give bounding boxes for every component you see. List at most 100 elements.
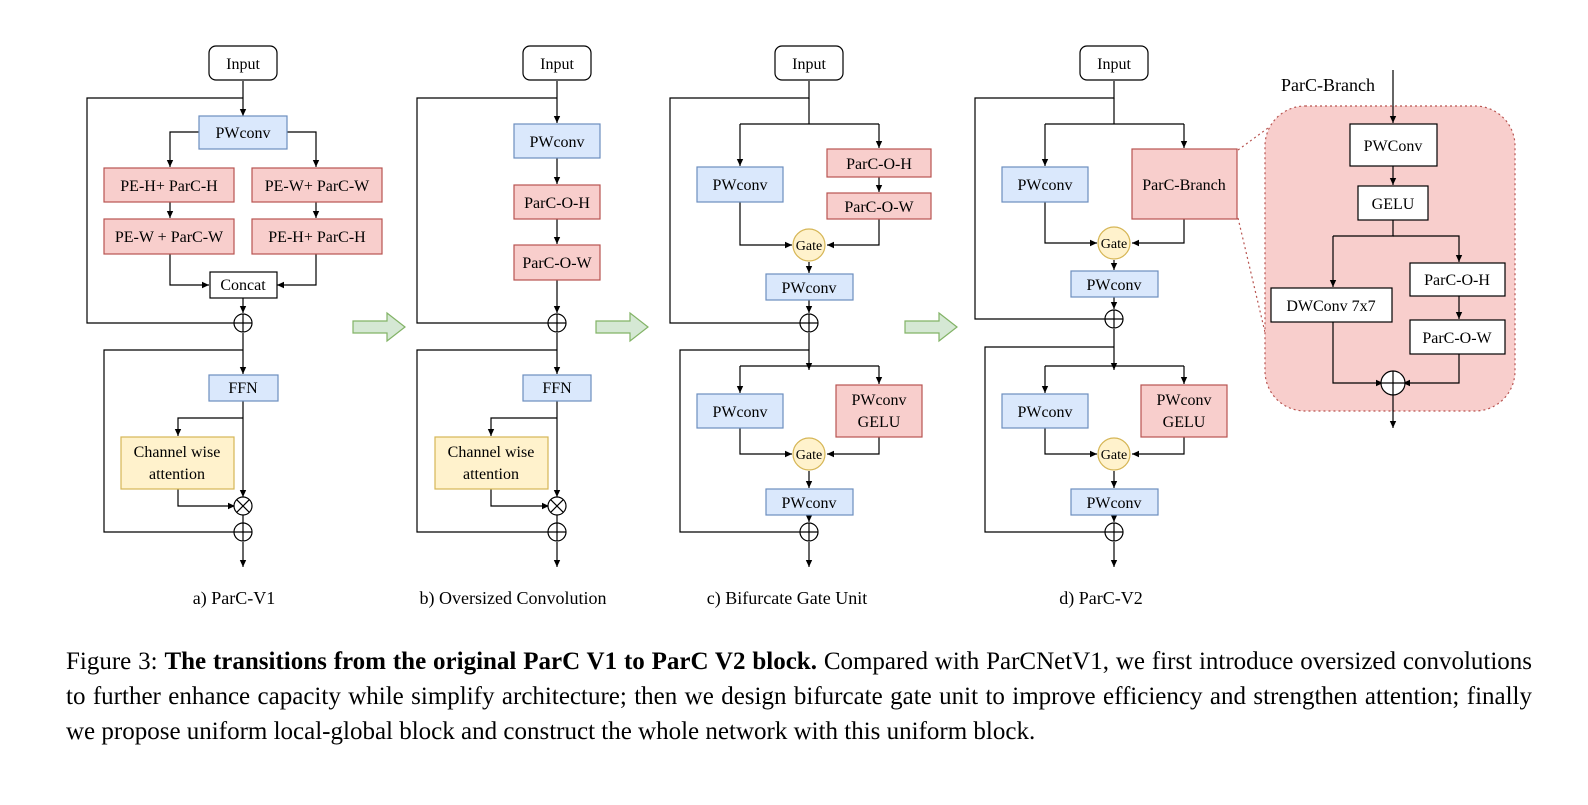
dwconv-box: DWConv 7x7: [1270, 287, 1393, 323]
svg-text:PE-H+ ParC-H: PE-H+ ParC-H: [268, 229, 366, 246]
svg-text:Gate: Gate: [796, 448, 822, 463]
panel-parc-v2: Input PWconv ParC-Branch Gate PWconv PWc…: [974, 45, 1238, 609]
svg-text:Input: Input: [540, 56, 574, 73]
pe-w-parc-w-box-2: PE-W + ParC-W: [103, 218, 235, 255]
pwconv-gelu-box: PWconv GELU: [1140, 384, 1228, 438]
pwconv-box: PWconv: [1001, 393, 1089, 429]
svg-text:Gate: Gate: [1101, 448, 1127, 463]
pe-h-parc-h-box: PE-H+ ParC-H: [103, 167, 235, 203]
svg-text:PWconv: PWconv: [781, 495, 836, 512]
svg-text:ParC-O-W: ParC-O-W: [844, 199, 914, 216]
svg-text:GELU: GELU: [1372, 196, 1415, 213]
parc-o-h-box: ParC-O-H: [1409, 262, 1506, 297]
add-node-icon: [233, 522, 253, 542]
svg-text:PWConv: PWConv: [1364, 138, 1423, 155]
svg-text:Gate: Gate: [1101, 237, 1127, 252]
svg-text:Gate: Gate: [796, 239, 822, 254]
channel-attention-box: Channel wise attention: [434, 436, 549, 490]
svg-text:PWconv: PWconv: [215, 125, 270, 142]
pwconv-box: PWconv: [1001, 166, 1089, 203]
svg-text:FFN: FFN: [542, 380, 572, 397]
svg-text:PWconv: PWconv: [851, 392, 906, 409]
multiply-node-icon: [547, 496, 567, 516]
parc-o-w-box: ParC-O-W: [1409, 319, 1506, 355]
pwconv-box: PWconv: [1070, 270, 1159, 298]
svg-text:PWconv: PWconv: [1086, 277, 1141, 294]
svg-text:ParC-O-H: ParC-O-H: [846, 156, 912, 173]
transition-arrow-icon: [595, 311, 649, 343]
svg-text:DWConv 7x7: DWConv 7x7: [1286, 298, 1375, 315]
pwconv-box: PWconv: [696, 166, 784, 203]
svg-text:Concat: Concat: [220, 277, 266, 294]
figure-caption: Figure 3: The transitions from the origi…: [66, 644, 1532, 749]
pwconv-box: PWconv: [696, 393, 784, 429]
svg-text:attention: attention: [463, 466, 519, 483]
svg-text:PE-H+ ParC-H: PE-H+ ParC-H: [120, 178, 218, 195]
parc-branch-box: ParC-Branch: [1131, 148, 1238, 220]
parc-branch-detail: ParC-Branch PWConv GELU DWConv 7x7 ParC-…: [1237, 70, 1516, 428]
add-node-icon: [547, 522, 567, 542]
svg-text:Input: Input: [792, 56, 826, 73]
caption-prefix: Figure 3:: [66, 648, 158, 675]
svg-text:ParC-O-W: ParC-O-W: [1422, 330, 1492, 347]
svg-text:PWconv: PWconv: [712, 177, 767, 194]
input-box: Input: [774, 45, 844, 81]
pwconv-box: PWconv: [198, 115, 288, 150]
svg-text:PWconv: PWconv: [712, 404, 767, 421]
svg-text:Input: Input: [226, 56, 260, 73]
gate-node: Gate: [1097, 437, 1131, 471]
add-node-icon: [233, 313, 253, 333]
input-box: Input: [208, 45, 278, 81]
panel-parc-v1: Input PWconv PE-H+ ParC-H PE-W+ ParC-W P…: [86, 45, 383, 609]
svg-text:PWconv: PWconv: [781, 280, 836, 297]
svg-text:PE-W + ParC-W: PE-W + ParC-W: [115, 229, 224, 246]
add-node-icon: [1380, 370, 1406, 396]
parc-o-h-box: ParC-O-H: [826, 148, 932, 178]
subfigure-label-a: a) ParC-V1: [193, 588, 275, 609]
subfigure-label-c: c) Bifurcate Gate Unit: [707, 588, 867, 609]
parc-branch-title: ParC-Branch: [1281, 75, 1375, 95]
gate-node: Gate: [792, 437, 826, 471]
transition-arrow-icon: [352, 311, 406, 343]
ffn-box: FFN: [522, 374, 592, 402]
svg-text:attention: attention: [149, 466, 205, 483]
architecture-diagram: Input PWconv PE-H+ ParC-H PE-W+ ParC-W P…: [86, 45, 1516, 609]
svg-text:ParC-O-H: ParC-O-H: [1424, 272, 1490, 289]
pe-w-parc-w-box: PE-W+ ParC-W: [251, 167, 383, 203]
svg-text:PWconv: PWconv: [1017, 177, 1072, 194]
svg-text:FFN: FFN: [228, 380, 258, 397]
add-node-icon: [547, 313, 567, 333]
parc-o-h-box: ParC-O-H: [513, 184, 601, 220]
subfigure-label-b: b) Oversized Convolution: [420, 588, 607, 609]
svg-text:GELU: GELU: [1163, 414, 1206, 431]
svg-text:PWconv: PWconv: [1156, 392, 1211, 409]
pwconv-box: PWconv: [765, 488, 854, 516]
input-box: Input: [1079, 45, 1149, 81]
add-node-icon: [1104, 522, 1124, 542]
gelu-box: GELU: [1357, 185, 1429, 221]
add-node-icon: [799, 313, 819, 333]
pwconv-box: PWconv: [513, 123, 601, 159]
input-box: Input: [522, 45, 592, 81]
parc-o-w-box: ParC-O-W: [826, 192, 932, 220]
panel-oversized-convolution: Input PWconv ParC-O-H ParC-O-W FFN Chann…: [416, 45, 607, 609]
pe-h-parc-h-box-2: PE-H+ ParC-H: [251, 218, 383, 255]
panel-bifurcate-gate-unit: Input PWconv ParC-O-H ParC-O-W Gate PWco…: [669, 45, 932, 609]
pwconv-box: PWconv: [765, 273, 854, 301]
add-node-icon: [799, 522, 819, 542]
ffn-box: FFN: [208, 374, 279, 402]
svg-text:PWconv: PWconv: [1017, 404, 1072, 421]
svg-text:PWconv: PWconv: [529, 134, 584, 151]
pwconv-box: PWConv: [1349, 123, 1438, 167]
channel-attention-box: Channel wise attention: [120, 436, 235, 490]
pwconv-gelu-box: PWconv GELU: [835, 384, 923, 438]
svg-text:ParC-O-H: ParC-O-H: [524, 195, 590, 212]
subfigure-label-d: d) ParC-V2: [1059, 588, 1143, 609]
svg-text:Channel wise: Channel wise: [134, 444, 221, 461]
parc-o-w-box: ParC-O-W: [513, 244, 601, 281]
add-node-icon: [1104, 309, 1124, 329]
concat-box: Concat: [209, 271, 278, 299]
gate-node: Gate: [792, 228, 826, 262]
svg-text:PE-W+ ParC-W: PE-W+ ParC-W: [265, 178, 370, 195]
pwconv-box: PWconv: [1070, 488, 1159, 516]
